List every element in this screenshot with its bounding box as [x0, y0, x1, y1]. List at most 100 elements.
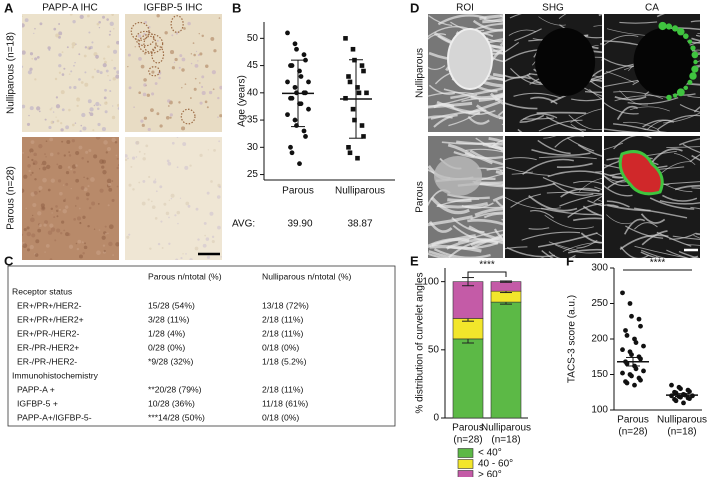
texture [683, 33, 689, 39]
texture [71, 46, 75, 49]
texture [144, 20, 148, 24]
texture [60, 128, 64, 132]
texture [149, 247, 152, 250]
texture [95, 101, 100, 107]
data-point [361, 134, 366, 139]
texture [60, 90, 65, 95]
texture [470, 239, 499, 247]
texture [87, 14, 90, 18]
texture [54, 77, 58, 81]
texture [56, 228, 61, 233]
texture [151, 200, 153, 203]
texture [538, 156, 597, 160]
texture [703, 58, 709, 68]
data-point [289, 150, 295, 156]
texture [138, 33, 164, 54]
texture [198, 32, 200, 35]
texture [50, 227, 56, 232]
texture [510, 193, 542, 208]
data-point [292, 84, 298, 90]
texture [199, 153, 203, 157]
x-tick-label: Nulliparous [481, 423, 531, 434]
texture [108, 241, 113, 247]
texture [86, 197, 89, 201]
texture [127, 65, 129, 68]
texture [182, 142, 187, 146]
texture [65, 125, 70, 130]
texture [693, 234, 700, 239]
texture [102, 244, 106, 247]
texture [519, 114, 545, 123]
texture [55, 33, 60, 38]
texture [179, 54, 183, 58]
texture [148, 66, 161, 77]
texture [113, 66, 117, 70]
texture [151, 70, 155, 74]
texture [83, 54, 87, 58]
texture [101, 127, 106, 132]
texture [158, 76, 161, 80]
texture [208, 90, 213, 95]
texture [36, 56, 40, 59]
texture [428, 237, 470, 249]
texture [53, 27, 57, 31]
texture [544, 214, 594, 230]
texture [29, 52, 34, 56]
texture [145, 144, 149, 148]
data-point [629, 313, 634, 319]
texture [116, 70, 119, 74]
texture [604, 204, 619, 208]
texture [443, 88, 481, 101]
texture [577, 144, 602, 157]
texture [65, 170, 70, 175]
texture [489, 92, 503, 105]
texture [428, 15, 453, 27]
texture [72, 19, 76, 24]
texture [101, 235, 106, 240]
texture [93, 104, 96, 107]
texture [693, 59, 698, 65]
texture [78, 145, 83, 150]
texture [530, 209, 554, 219]
texture [498, 117, 503, 120]
texture [428, 26, 470, 38]
texture [211, 70, 216, 75]
texture [28, 114, 30, 117]
texture [505, 196, 561, 210]
texture [194, 77, 197, 80]
texture [73, 170, 76, 174]
texture [26, 231, 31, 237]
data-point [359, 63, 365, 68]
texture [175, 32, 179, 35]
texture [620, 246, 650, 258]
texture [34, 178, 37, 181]
texture [604, 185, 633, 197]
texture [98, 229, 101, 231]
data-point [638, 377, 643, 383]
texture [96, 22, 100, 26]
texture [168, 216, 170, 219]
texture [702, 39, 709, 43]
texture [479, 14, 503, 20]
column-label: IGFBP-5 IHC [144, 3, 203, 14]
y-tick-label: 0 [433, 413, 439, 424]
texture [568, 248, 602, 254]
significance-label: **** [650, 258, 666, 269]
texture [174, 214, 177, 217]
texture [23, 228, 27, 232]
texture [115, 242, 119, 247]
image-background [125, 14, 222, 132]
table-section: Immunohistochemistry [12, 370, 99, 380]
texture [646, 119, 672, 131]
texture [634, 245, 689, 258]
texture [104, 225, 107, 228]
texture [170, 197, 173, 200]
texture [467, 218, 503, 226]
texture [201, 90, 206, 96]
texture [536, 111, 587, 115]
x-tick-label: Nulliparous [657, 415, 707, 426]
texture [176, 137, 179, 138]
texture [106, 146, 112, 152]
table-cell: PAPP-A+/IGFBP-5- [17, 412, 92, 422]
data-point [356, 90, 362, 96]
